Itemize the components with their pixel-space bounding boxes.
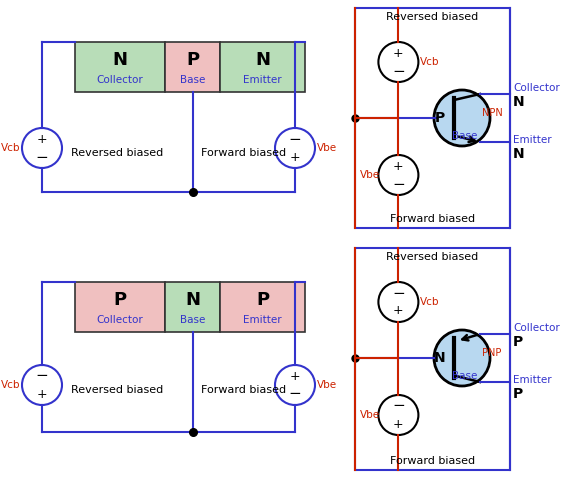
FancyBboxPatch shape — [355, 8, 510, 228]
Text: Collector: Collector — [96, 315, 143, 325]
Text: Base: Base — [180, 315, 205, 325]
FancyBboxPatch shape — [75, 42, 165, 92]
Text: Forward biased: Forward biased — [390, 214, 475, 224]
Text: N: N — [513, 147, 525, 161]
FancyBboxPatch shape — [355, 248, 510, 470]
Text: −: − — [289, 132, 301, 147]
Text: N: N — [112, 51, 127, 69]
FancyBboxPatch shape — [165, 282, 220, 332]
Text: +: + — [37, 388, 47, 400]
Text: Collector: Collector — [513, 323, 559, 333]
Text: Base: Base — [452, 371, 477, 381]
Text: Collector: Collector — [96, 75, 143, 85]
Text: +: + — [393, 418, 404, 431]
Text: N: N — [255, 51, 270, 69]
Text: +: + — [393, 46, 404, 59]
Text: P: P — [186, 51, 199, 69]
Text: Vcb: Vcb — [1, 143, 20, 153]
Text: −: − — [289, 387, 301, 401]
Text: Reversed biased: Reversed biased — [386, 12, 479, 22]
FancyBboxPatch shape — [220, 42, 305, 92]
Circle shape — [434, 330, 490, 386]
Text: Vbe: Vbe — [317, 143, 337, 153]
Text: Vcb: Vcb — [1, 380, 20, 390]
Text: Forward biased: Forward biased — [201, 385, 287, 395]
Text: −: − — [392, 285, 405, 300]
Text: −: − — [36, 368, 49, 384]
Text: Vbe: Vbe — [360, 170, 381, 180]
Text: +: + — [393, 160, 404, 172]
Text: Base: Base — [180, 75, 205, 85]
Text: Vbe: Vbe — [360, 410, 381, 420]
Text: +: + — [290, 150, 300, 163]
Text: Emitter: Emitter — [513, 135, 552, 145]
Text: P: P — [113, 291, 126, 309]
Text: +: + — [37, 133, 47, 146]
Text: Vbe: Vbe — [317, 380, 337, 390]
Text: +: + — [290, 369, 300, 383]
Text: −: − — [392, 64, 405, 79]
Text: Reversed biased: Reversed biased — [71, 385, 164, 395]
Text: Forward biased: Forward biased — [201, 148, 287, 158]
Text: N: N — [185, 291, 200, 309]
Text: −: − — [36, 149, 49, 164]
Text: N: N — [513, 95, 525, 109]
Text: Vcb: Vcb — [420, 297, 440, 307]
Text: PNP: PNP — [482, 348, 501, 358]
Text: Reversed biased: Reversed biased — [71, 148, 164, 158]
FancyBboxPatch shape — [75, 282, 165, 332]
Text: Base: Base — [452, 131, 477, 141]
Text: Emitter: Emitter — [243, 315, 282, 325]
Text: +: + — [393, 305, 404, 318]
Circle shape — [434, 90, 490, 146]
FancyBboxPatch shape — [220, 282, 305, 332]
Text: N: N — [434, 351, 446, 365]
FancyBboxPatch shape — [165, 42, 220, 92]
Text: P: P — [513, 335, 523, 349]
Text: −: − — [392, 399, 405, 413]
Text: Emitter: Emitter — [513, 375, 552, 385]
Text: −: − — [392, 176, 405, 192]
Text: Forward biased: Forward biased — [390, 456, 475, 466]
Text: Emitter: Emitter — [243, 75, 282, 85]
Text: P: P — [513, 387, 523, 401]
Text: P: P — [256, 291, 269, 309]
Text: Collector: Collector — [513, 83, 559, 93]
Text: NPN: NPN — [482, 108, 503, 118]
Text: P: P — [435, 111, 445, 125]
Text: Vcb: Vcb — [420, 57, 440, 67]
Text: Reversed biased: Reversed biased — [386, 252, 479, 262]
